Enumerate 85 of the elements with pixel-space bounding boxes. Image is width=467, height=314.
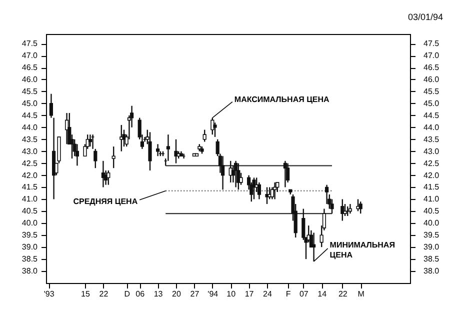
y2-tick-label: 40.5 <box>424 206 440 216</box>
x-tick-label: 15 <box>81 290 90 298</box>
y2-tick-label: 39.0 <box>424 242 440 252</box>
y-tick-label: 40.0 <box>22 218 38 228</box>
y-tick-label: 47.0 <box>22 51 38 60</box>
x-tick-label: D <box>124 290 130 298</box>
candlestick <box>302 208 306 241</box>
candlestick <box>94 148 98 169</box>
y-tick-label: 41.0 <box>22 194 38 204</box>
y-tick-label: 44.5 <box>22 110 38 120</box>
candlestick <box>221 156 225 190</box>
candlestick <box>270 186 274 200</box>
candlestick <box>257 182 261 200</box>
y2-tick-label: 41.0 <box>424 194 440 204</box>
candlestick <box>213 122 217 138</box>
y-tick-label: 39.5 <box>22 230 38 240</box>
x-tick-label: '94 <box>208 290 219 298</box>
y2-tick-label: 43.0 <box>424 146 440 156</box>
y-tick-label: 42.5 <box>22 158 38 168</box>
x-tick-label: 22 <box>338 290 348 298</box>
x-tick-label: 20 <box>172 290 182 298</box>
candlestick <box>273 182 277 200</box>
candlestick <box>343 203 347 217</box>
candlestick <box>202 129 206 142</box>
annotation: СРЕДНЯЯ ЦЕНА <box>73 196 138 206</box>
y2-tick-label: 46.0 <box>424 74 440 84</box>
candlestick <box>286 162 290 184</box>
y-tick-label: 42.0 <box>22 170 38 180</box>
annotation: МАКСИМАЛЬНАЯ ЦЕНА <box>234 94 330 104</box>
y2-tick-label: 47.0 <box>424 51 440 60</box>
y-tick-label: 47.5 <box>22 39 38 48</box>
candlestick <box>122 129 126 148</box>
x-tick-label: 10 <box>226 290 236 298</box>
y2-tick-label: 47.5 <box>424 39 440 48</box>
x-tick-label: F <box>286 290 291 298</box>
candlestick <box>88 134 92 148</box>
candlestick <box>283 160 287 188</box>
candlestick <box>348 203 352 214</box>
x-tick-label: 22 <box>99 290 109 298</box>
y2-tick-label: 45.0 <box>424 98 440 108</box>
y-tick-label: 40.5 <box>22 206 38 216</box>
candlestick <box>174 138 178 164</box>
y-tick-label: 43.0 <box>22 146 38 156</box>
candlestick <box>112 146 116 169</box>
candlestick <box>312 232 316 262</box>
candlestick <box>148 132 152 172</box>
x-tick-label: 13 <box>154 290 164 298</box>
text: 03/01/94 <box>408 12 443 22</box>
candlestick <box>330 198 334 214</box>
candlestick <box>325 184 329 205</box>
y-tick-label: 38.0 <box>22 266 38 276</box>
y-tick-label: 45.5 <box>22 86 38 96</box>
x-tick-label: 14 <box>318 290 328 298</box>
annotation: МИНИМАЛЬНАЯ ЦЕНА <box>330 240 396 260</box>
y2-tick-label: 42.5 <box>424 158 440 168</box>
candlestick <box>75 144 79 166</box>
x-tick-label: 24 <box>263 290 272 298</box>
y2-tick-label: 40.0 <box>424 218 440 228</box>
y2-tick-label: 44.5 <box>424 110 440 120</box>
y2-tick-label: 42.0 <box>424 170 440 180</box>
x-tick-label: 17 <box>244 290 254 298</box>
candlestick <box>358 200 362 214</box>
y-tick-label: 43.5 <box>22 134 38 144</box>
y2-tick-label: 38.0 <box>424 266 440 276</box>
y-tick-label: 38.5 <box>22 254 38 264</box>
x-tick-label: 06 <box>136 290 146 298</box>
y-tick-label: 44.0 <box>22 122 38 132</box>
x-tick-label: 27 <box>190 290 200 298</box>
y2-tick-label: 46.5 <box>424 63 440 72</box>
y-tick-label: 41.5 <box>22 182 38 192</box>
x-tick-label: M <box>358 290 365 298</box>
y-tick-label: 45.0 <box>22 98 38 108</box>
y-tick-label: 46.0 <box>22 74 38 84</box>
y2-tick-label: 38.5 <box>424 254 440 264</box>
candlestick <box>49 93 53 118</box>
y2-tick-label: 45.5 <box>424 86 440 96</box>
y2-tick-label: 41.5 <box>424 182 440 192</box>
y2-tick-label: 39.5 <box>424 230 440 240</box>
y2-tick-label: 44.0 <box>424 122 440 132</box>
x-tick-label: 07 <box>299 290 309 298</box>
candlestick <box>166 134 170 162</box>
y2-tick-label: 43.5 <box>424 134 440 144</box>
y-tick-label: 39.0 <box>22 242 38 252</box>
y-tick-label: 46.5 <box>22 63 38 72</box>
x-tick-label: '93 <box>44 290 55 298</box>
